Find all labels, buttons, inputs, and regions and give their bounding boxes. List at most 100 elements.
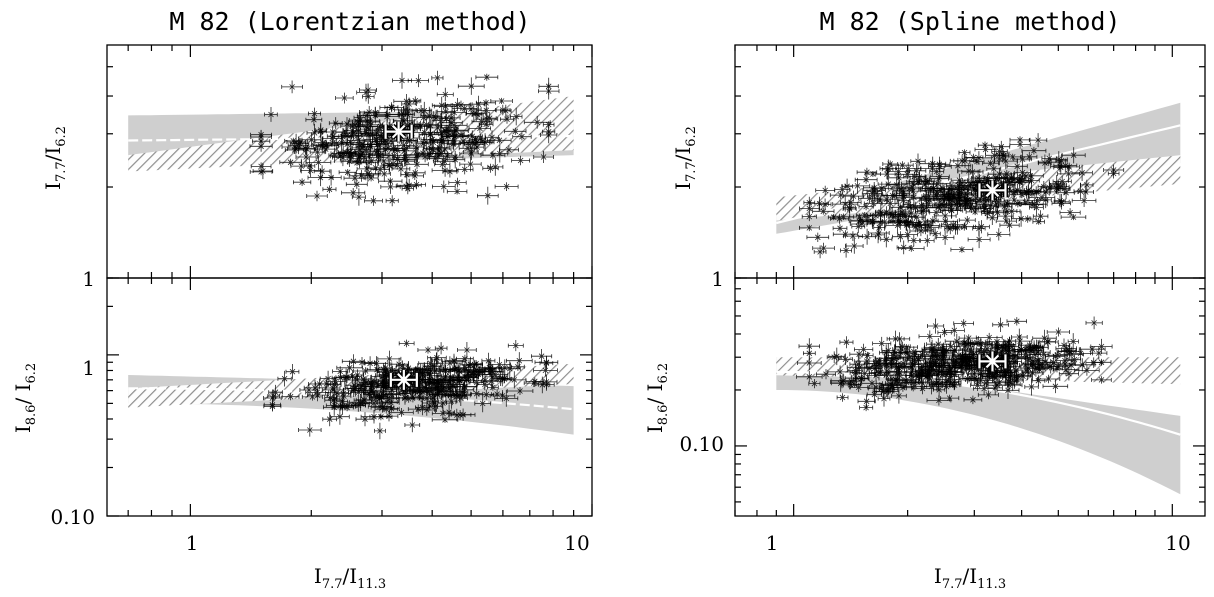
data-point [953,319,974,328]
data-point [448,364,469,377]
data-point [494,390,519,407]
data-point [299,384,319,396]
model-line [128,387,574,411]
data-point [277,370,292,387]
data-point [929,173,950,180]
data-point [363,148,390,158]
data-point [912,170,927,184]
top-left-plot-area [128,70,574,207]
data-point [1080,179,1094,191]
data-point [1091,376,1112,384]
data-point [333,401,347,411]
bottom-left-plot-area [128,339,574,440]
data-point [431,96,452,114]
data-point [362,399,386,407]
data-point [405,120,429,133]
data-point [877,206,896,218]
data-point [974,144,997,155]
data-point [840,243,852,258]
data-point [832,213,855,221]
data-point [894,341,911,352]
data-point [321,382,345,397]
data-point [355,393,372,407]
data-point [468,123,491,134]
data-point [338,169,357,176]
data-point [523,115,551,129]
data-point [873,224,886,231]
bottom-left-x-tick-label: 1 [186,531,199,555]
right-chart-title: M 82 (Spline method) [819,7,1120,36]
data-point [799,201,820,216]
data-point [1009,140,1031,149]
top-right-y-tick-label: 1 [711,267,724,291]
data-point [896,240,911,255]
data-point [538,82,560,100]
data-point [832,230,858,239]
data-point [856,167,878,177]
data-point [1053,160,1069,175]
data-point [986,161,1002,177]
data-point [429,384,453,396]
data-point [1029,199,1044,217]
data-point [965,151,993,165]
data-point [1037,349,1050,360]
mean-marker [976,180,1008,201]
data-point [389,107,414,122]
data-point [470,388,484,399]
data-point [1032,210,1049,222]
data-point [1059,208,1081,217]
data-point [918,361,941,372]
data-point [826,351,842,363]
data-point [431,113,451,129]
data-point [935,230,955,245]
data-point [366,364,388,375]
data-point [845,238,864,254]
data-point [434,342,448,355]
data-point [341,354,365,369]
data-point [1090,346,1108,360]
data-point [858,203,874,211]
data-point [369,413,393,421]
data-point [475,73,499,81]
mean-marker-cross [978,351,1007,372]
left-chart-title: M 82 (Lorentzian method) [169,7,530,36]
data-point [306,190,328,202]
data-point [449,372,466,383]
data-point [287,143,305,155]
data-point [249,140,273,152]
data-point [335,92,354,104]
data-point [437,387,465,396]
data-point [1039,191,1052,209]
data-point [305,113,323,126]
data-point [268,384,283,400]
data-point [360,117,381,127]
data-point [997,368,1024,382]
data-point [1013,151,1032,167]
data-point [929,174,949,183]
data-point [401,183,414,195]
data-point [1011,210,1032,227]
data-point [336,393,348,410]
data-point [854,175,878,184]
data-point [886,163,910,180]
data-point [927,318,945,334]
data-points [249,70,560,207]
data-point [339,146,364,162]
panel-top-right [734,44,1206,279]
data-point [1006,158,1028,175]
data-point [906,201,925,214]
data-point [393,115,415,127]
data-point [370,136,389,152]
data-point [1008,178,1032,186]
data-point [500,104,512,117]
data-point [405,168,426,177]
data-point [982,369,1007,383]
data-point [920,234,935,247]
data-point [1078,346,1106,353]
data-point [431,352,442,367]
data-point [393,143,417,159]
top-left-y-axis-label: I7.7/I6.2 [41,126,69,190]
mean-marker [976,351,1008,372]
data-point [477,378,493,391]
data-point [903,171,926,182]
